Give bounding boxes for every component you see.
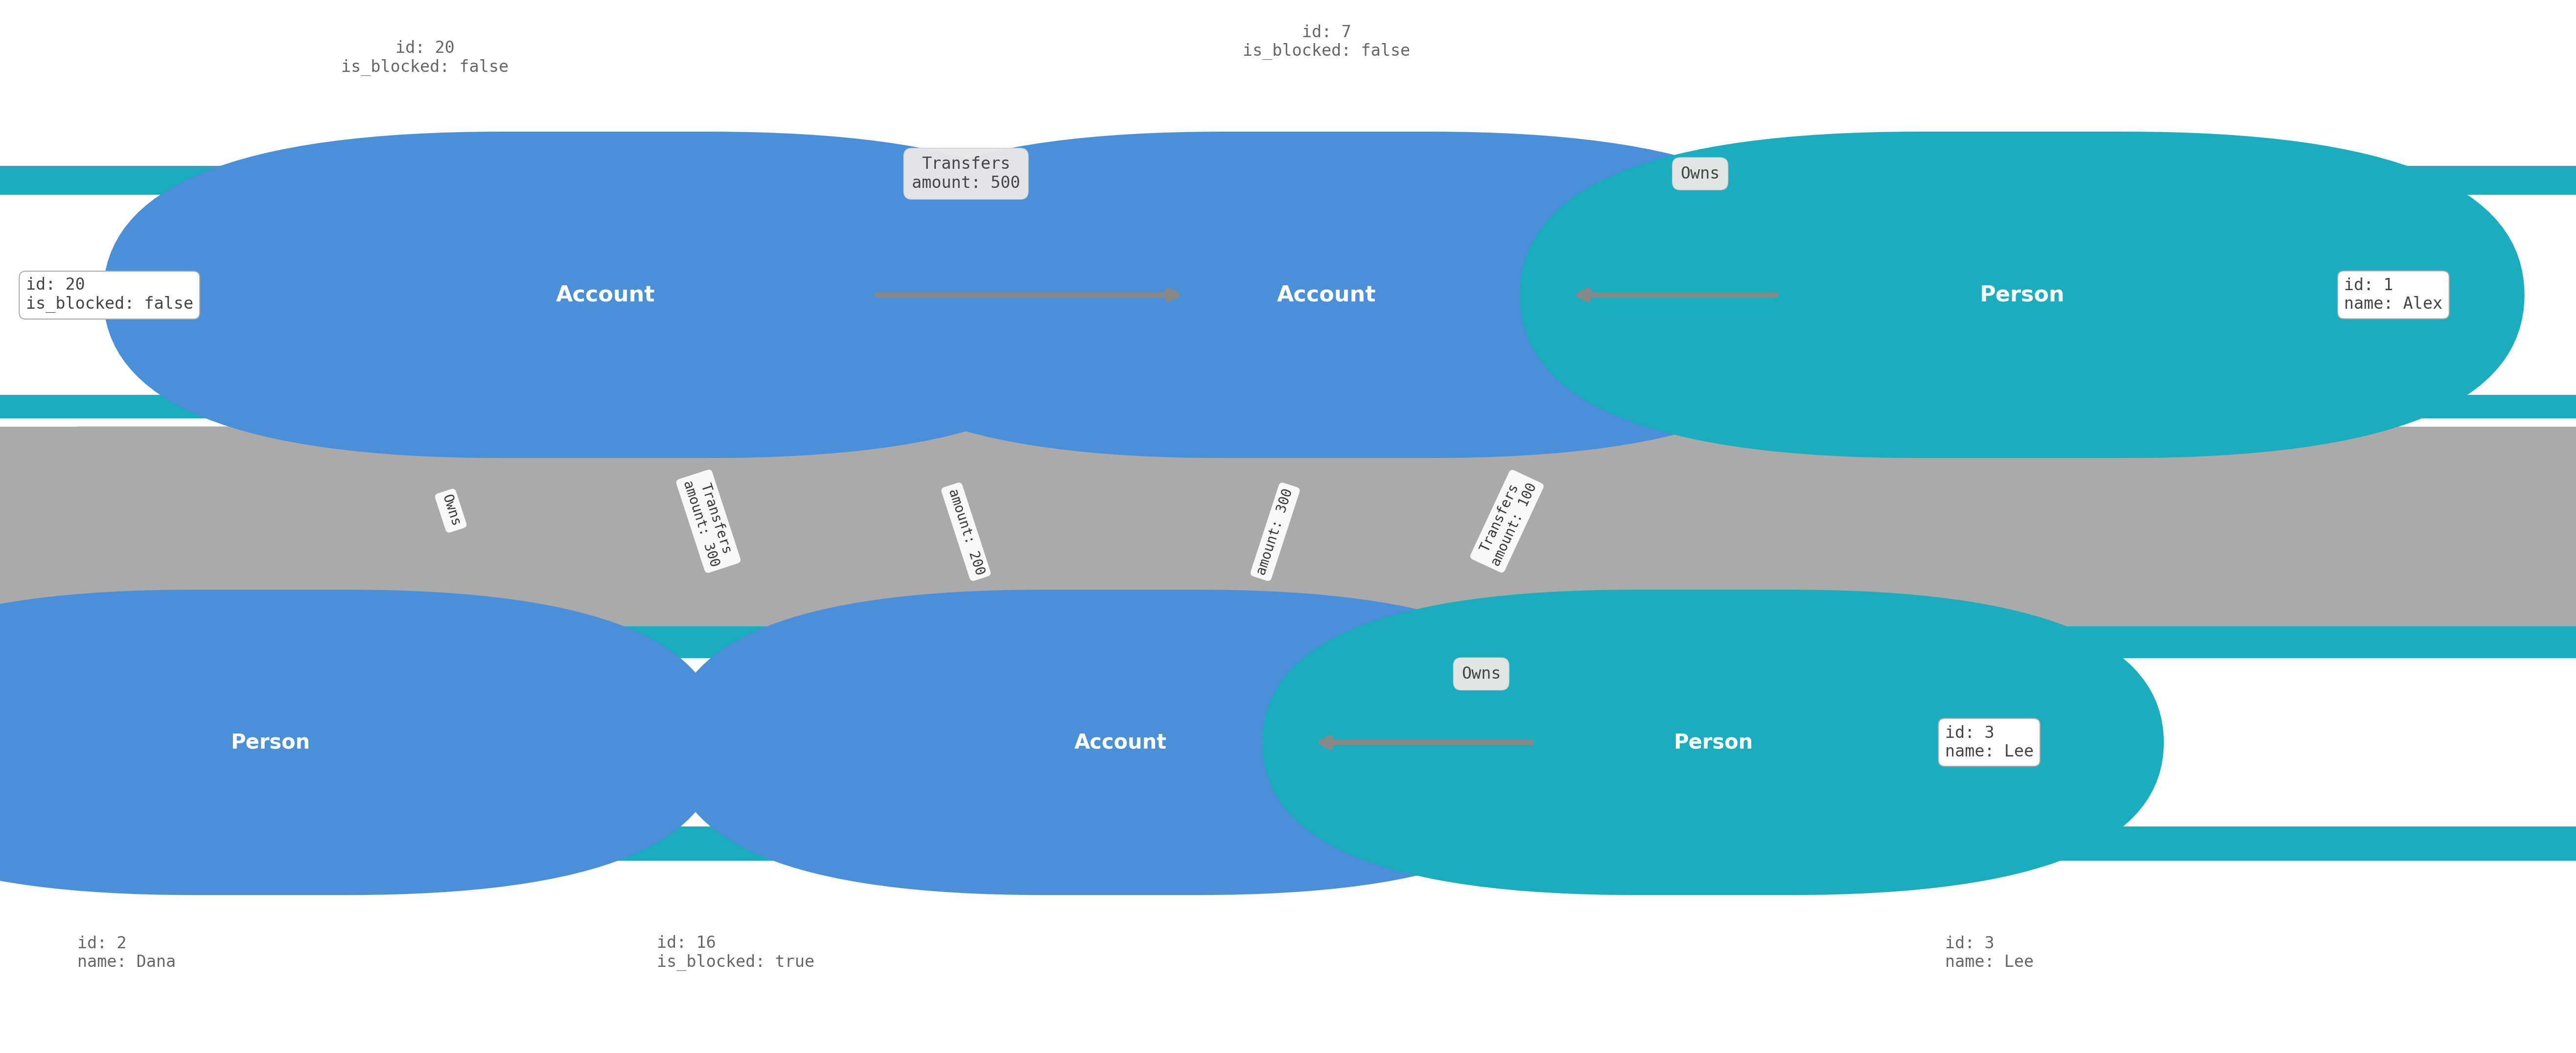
- Text: Person: Person: [1981, 284, 2063, 305]
- Text: Transfers
amount: 300: Transfers amount: 300: [680, 474, 737, 569]
- Bar: [0, 195, 2576, 395]
- Text: amount: 300: amount: 300: [1255, 486, 1296, 577]
- Text: id: 20
is_blocked: false: id: 20 is_blocked: false: [340, 40, 510, 76]
- FancyBboxPatch shape: [0, 590, 721, 895]
- Polygon shape: [258, 426, 1121, 616]
- Bar: [0, 658, 2576, 827]
- Bar: [0, 166, 2576, 235]
- Text: id: 16
is_blocked: true: id: 16 is_blocked: true: [657, 935, 814, 971]
- Text: id: 7
is_blocked: false: id: 7 is_blocked: false: [1242, 24, 1412, 60]
- Text: Person: Person: [232, 732, 309, 753]
- FancyBboxPatch shape: [1520, 132, 2524, 458]
- Text: Owns: Owns: [1461, 665, 1502, 682]
- Text: Account: Account: [1074, 732, 1167, 753]
- Text: id: 1
name: Alex: id: 1 name: Alex: [2344, 277, 2442, 313]
- Text: id: 2
name: Dana: id: 2 name: Dana: [77, 935, 175, 971]
- FancyBboxPatch shape: [824, 132, 1829, 458]
- Polygon shape: [64, 426, 451, 616]
- Text: id: 3
name: Lee: id: 3 name: Lee: [1945, 935, 2032, 971]
- Text: Person: Person: [1674, 732, 1752, 753]
- FancyBboxPatch shape: [670, 590, 1571, 895]
- Text: id: 3
name: Lee: id: 3 name: Lee: [1945, 724, 2032, 760]
- Text: amount: 200: amount: 200: [945, 486, 987, 577]
- FancyBboxPatch shape: [103, 132, 1108, 458]
- Bar: [0, 792, 2576, 861]
- Text: Transfers
amount: 100: Transfers amount: 100: [1473, 474, 1540, 569]
- Text: Owns: Owns: [440, 493, 461, 529]
- Text: id: 20
is_blocked: false: id: 20 is_blocked: false: [26, 277, 193, 313]
- Bar: [0, 350, 2576, 418]
- Bar: [0, 426, 2576, 627]
- Text: Account: Account: [556, 284, 654, 305]
- Bar: [0, 623, 2576, 693]
- Text: Account: Account: [1278, 284, 1376, 305]
- Text: Transfers
amount: 500: Transfers amount: 500: [912, 156, 1020, 192]
- Text: Owns: Owns: [1680, 165, 1721, 182]
- Polygon shape: [1121, 426, 1623, 616]
- FancyBboxPatch shape: [1262, 590, 2164, 895]
